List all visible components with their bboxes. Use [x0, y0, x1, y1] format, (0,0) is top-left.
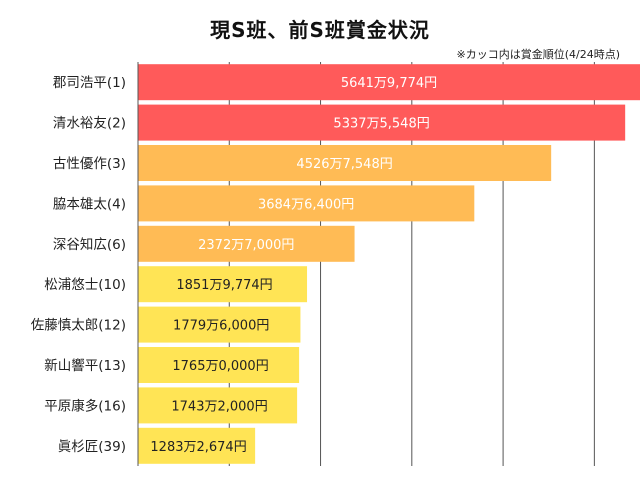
chart-title: 現S班、前S班賞金状況: [210, 18, 430, 42]
bar: [138, 104, 626, 141]
chart-subtitle: ※カッコ内は賞金順位(4/24時点): [456, 48, 620, 61]
bar: [138, 306, 301, 343]
data-label: 5641万9,774円: [341, 76, 437, 91]
category-label: 脇本雄太(4): [53, 196, 126, 212]
bar: [138, 387, 298, 424]
data-label: 4526万7,548円: [296, 157, 392, 172]
data-label: 1283万2,674円: [150, 440, 246, 455]
data-label: 2372万7,000円: [198, 238, 294, 253]
category-label: 清水裕友(2): [53, 116, 126, 132]
category-label: 新山響平(13): [44, 357, 126, 374]
category-label: 佐藤慎太郎(12): [31, 318, 126, 334]
category-label: 深谷知広(6): [53, 236, 126, 253]
bar: [138, 266, 308, 303]
data-label: 5337万5,548円: [333, 117, 429, 132]
data-label: 3684万6,400円: [258, 197, 354, 212]
data-label: 1779万6,000円: [173, 319, 269, 334]
bar: [138, 427, 256, 464]
category-label: 眞杉匠(39): [58, 439, 126, 455]
bar: [138, 64, 640, 101]
bar: [138, 145, 552, 181]
category-label: 平原康多(16): [44, 397, 126, 414]
category-label: 郡司浩平(1): [53, 75, 126, 91]
category-label: 松浦悠士(10): [44, 277, 126, 293]
data-label: 1851万9,774円: [176, 278, 272, 293]
category-label: 古性優作(3): [53, 156, 126, 172]
data-label: 1765万0,000円: [172, 359, 268, 374]
bar: [138, 225, 355, 262]
data-label: 1743万2,000円: [171, 399, 267, 414]
bar: [138, 347, 300, 383]
bar: [138, 185, 475, 222]
